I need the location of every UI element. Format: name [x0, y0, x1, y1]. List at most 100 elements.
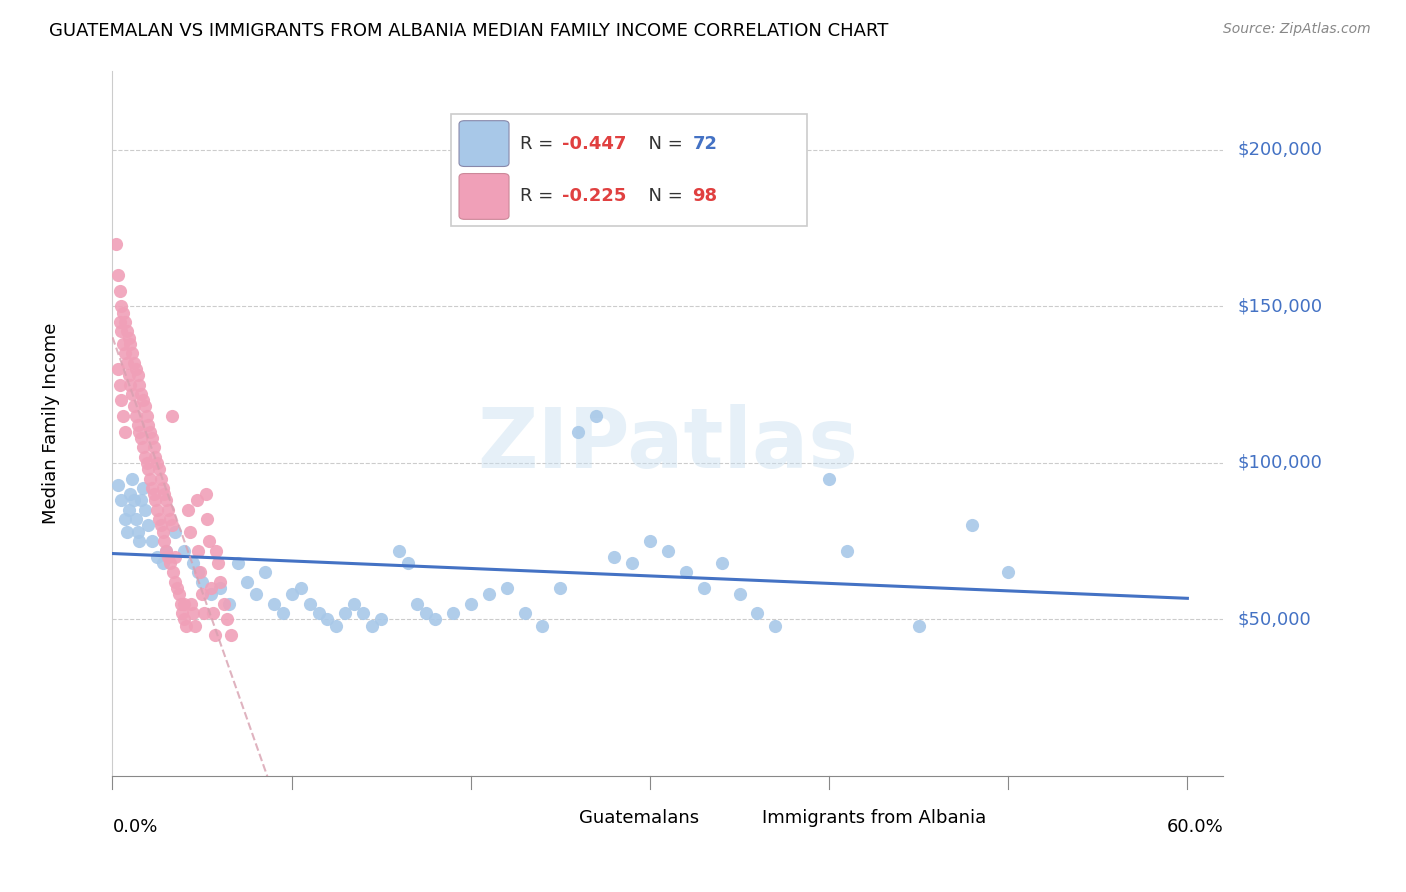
Point: [187, 566, 209, 580]
Point: [112, 336, 135, 351]
Point: [110, 324, 132, 338]
Point: [132, 393, 155, 408]
Point: [352, 606, 374, 620]
Point: [108, 315, 131, 329]
Point: [142, 487, 165, 501]
Point: [205, 543, 228, 558]
Point: [142, 440, 165, 454]
Point: [152, 481, 174, 495]
Point: [271, 606, 294, 620]
Point: [325, 618, 347, 632]
Point: [160, 518, 183, 533]
Point: [236, 574, 259, 589]
Point: [121, 387, 143, 401]
Point: [710, 556, 733, 570]
Point: [692, 581, 714, 595]
Point: [129, 493, 152, 508]
Text: ZIPatlas: ZIPatlas: [478, 404, 858, 485]
Point: [191, 574, 214, 589]
Point: [121, 471, 143, 485]
Text: GUATEMALAN VS IMMIGRANTS FROM ALBANIA MEDIAN FAMILY INCOME CORRELATION CHART: GUATEMALAN VS IMMIGRANTS FROM ALBANIA ME…: [49, 22, 889, 40]
Point: [152, 556, 174, 570]
Point: [128, 534, 150, 549]
Point: [835, 543, 858, 558]
Point: [204, 628, 226, 642]
Point: [149, 518, 172, 533]
Point: [112, 409, 135, 423]
Point: [226, 556, 249, 570]
Point: [157, 503, 180, 517]
Point: [253, 566, 276, 580]
Point: [114, 346, 136, 360]
Point: [194, 487, 217, 501]
Point: [167, 587, 190, 601]
Point: [513, 606, 536, 620]
Point: [335, 606, 357, 620]
Text: N =: N =: [637, 135, 689, 153]
Point: [217, 612, 239, 626]
Point: [128, 377, 150, 392]
Point: [181, 556, 204, 570]
Text: R =: R =: [520, 135, 560, 153]
Text: N =: N =: [637, 187, 689, 205]
Text: Source: ZipAtlas.com: Source: ZipAtlas.com: [1223, 22, 1371, 37]
Point: [165, 574, 187, 589]
Point: [308, 606, 330, 620]
Point: [396, 556, 419, 570]
Point: [117, 503, 139, 517]
Point: [997, 566, 1019, 580]
Point: [114, 512, 136, 526]
Point: [184, 618, 207, 632]
Point: [122, 493, 145, 508]
Point: [169, 597, 191, 611]
Point: [370, 612, 392, 626]
Point: [818, 471, 841, 485]
Text: Immigrants from Albania: Immigrants from Albania: [762, 809, 987, 827]
Point: [141, 481, 163, 495]
FancyBboxPatch shape: [531, 805, 569, 831]
Text: 98: 98: [692, 187, 717, 205]
Point: [160, 409, 183, 423]
Point: [962, 518, 984, 533]
Point: [187, 543, 209, 558]
Point: [125, 362, 148, 376]
Point: [585, 409, 607, 423]
Point: [197, 512, 219, 526]
Point: [728, 587, 751, 601]
Text: 60.0%: 60.0%: [1167, 818, 1223, 837]
Point: [179, 524, 201, 539]
Point: [638, 534, 661, 549]
Point: [146, 456, 169, 470]
Point: [280, 587, 302, 601]
Point: [657, 543, 679, 558]
Point: [127, 368, 149, 383]
Point: [181, 606, 204, 620]
Point: [115, 524, 138, 539]
Text: Guatemalans: Guatemalans: [579, 809, 699, 827]
Point: [531, 618, 554, 632]
Text: R =: R =: [520, 187, 560, 205]
Point: [290, 581, 312, 595]
Point: [172, 606, 194, 620]
Point: [177, 503, 200, 517]
Point: [186, 493, 208, 508]
Point: [136, 518, 159, 533]
Point: [441, 606, 464, 620]
Point: [108, 377, 131, 392]
Point: [117, 368, 139, 383]
Point: [423, 612, 446, 626]
Point: [120, 377, 142, 392]
Point: [201, 606, 224, 620]
Point: [110, 393, 132, 408]
Point: [122, 356, 145, 370]
Point: [173, 597, 195, 611]
Point: [117, 330, 139, 344]
Point: [207, 556, 229, 570]
Point: [110, 493, 132, 508]
Point: [146, 549, 169, 564]
Point: [406, 597, 429, 611]
Point: [132, 481, 155, 495]
Point: [675, 566, 697, 580]
Point: [460, 597, 482, 611]
Point: [263, 597, 285, 611]
